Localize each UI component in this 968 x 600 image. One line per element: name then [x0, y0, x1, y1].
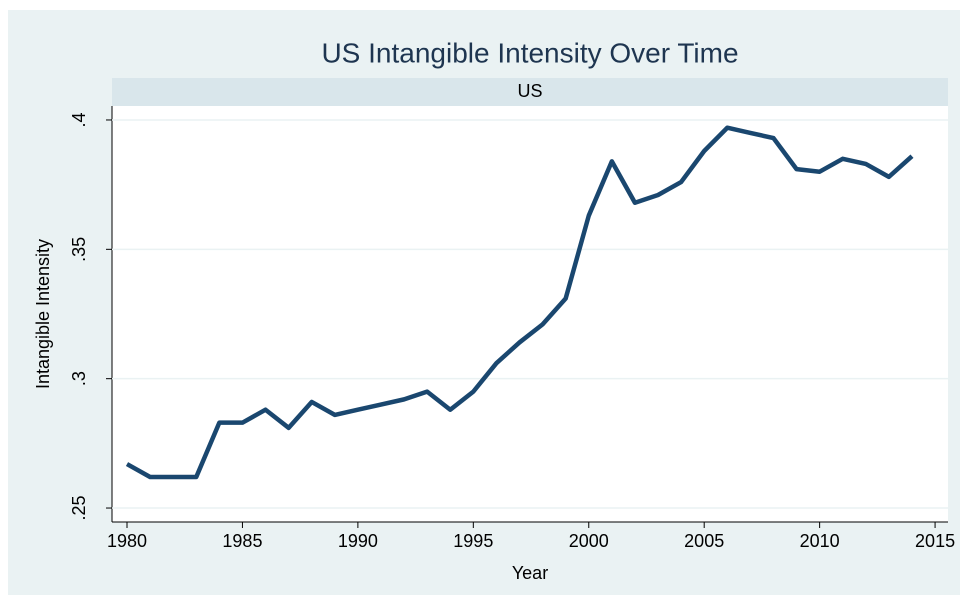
subtitle: US	[517, 81, 542, 101]
x-tick-label: 2000	[569, 531, 609, 551]
y-tick-label: .3	[69, 371, 89, 386]
y-axis-label: Intangible Intensity	[33, 239, 53, 389]
x-tick-label: 2005	[684, 531, 724, 551]
y-tick-label: .4	[69, 112, 89, 127]
x-tick-label: 1995	[453, 531, 493, 551]
subtitle-band	[112, 78, 948, 106]
chart-title: US Intangible Intensity Over Time	[321, 37, 738, 68]
y-tick-label: .35	[69, 237, 89, 262]
x-tick-label: 1985	[222, 531, 262, 551]
y-tick-label: .25	[69, 496, 89, 521]
x-tick-label: 1980	[107, 531, 147, 551]
x-tick-label: 1990	[338, 531, 378, 551]
x-axis-label: Year	[512, 563, 548, 583]
plot-area	[112, 106, 948, 522]
data-line	[125, 125, 914, 480]
x-tick-label: 2015	[915, 531, 955, 551]
x-tick-label: 2010	[800, 531, 840, 551]
